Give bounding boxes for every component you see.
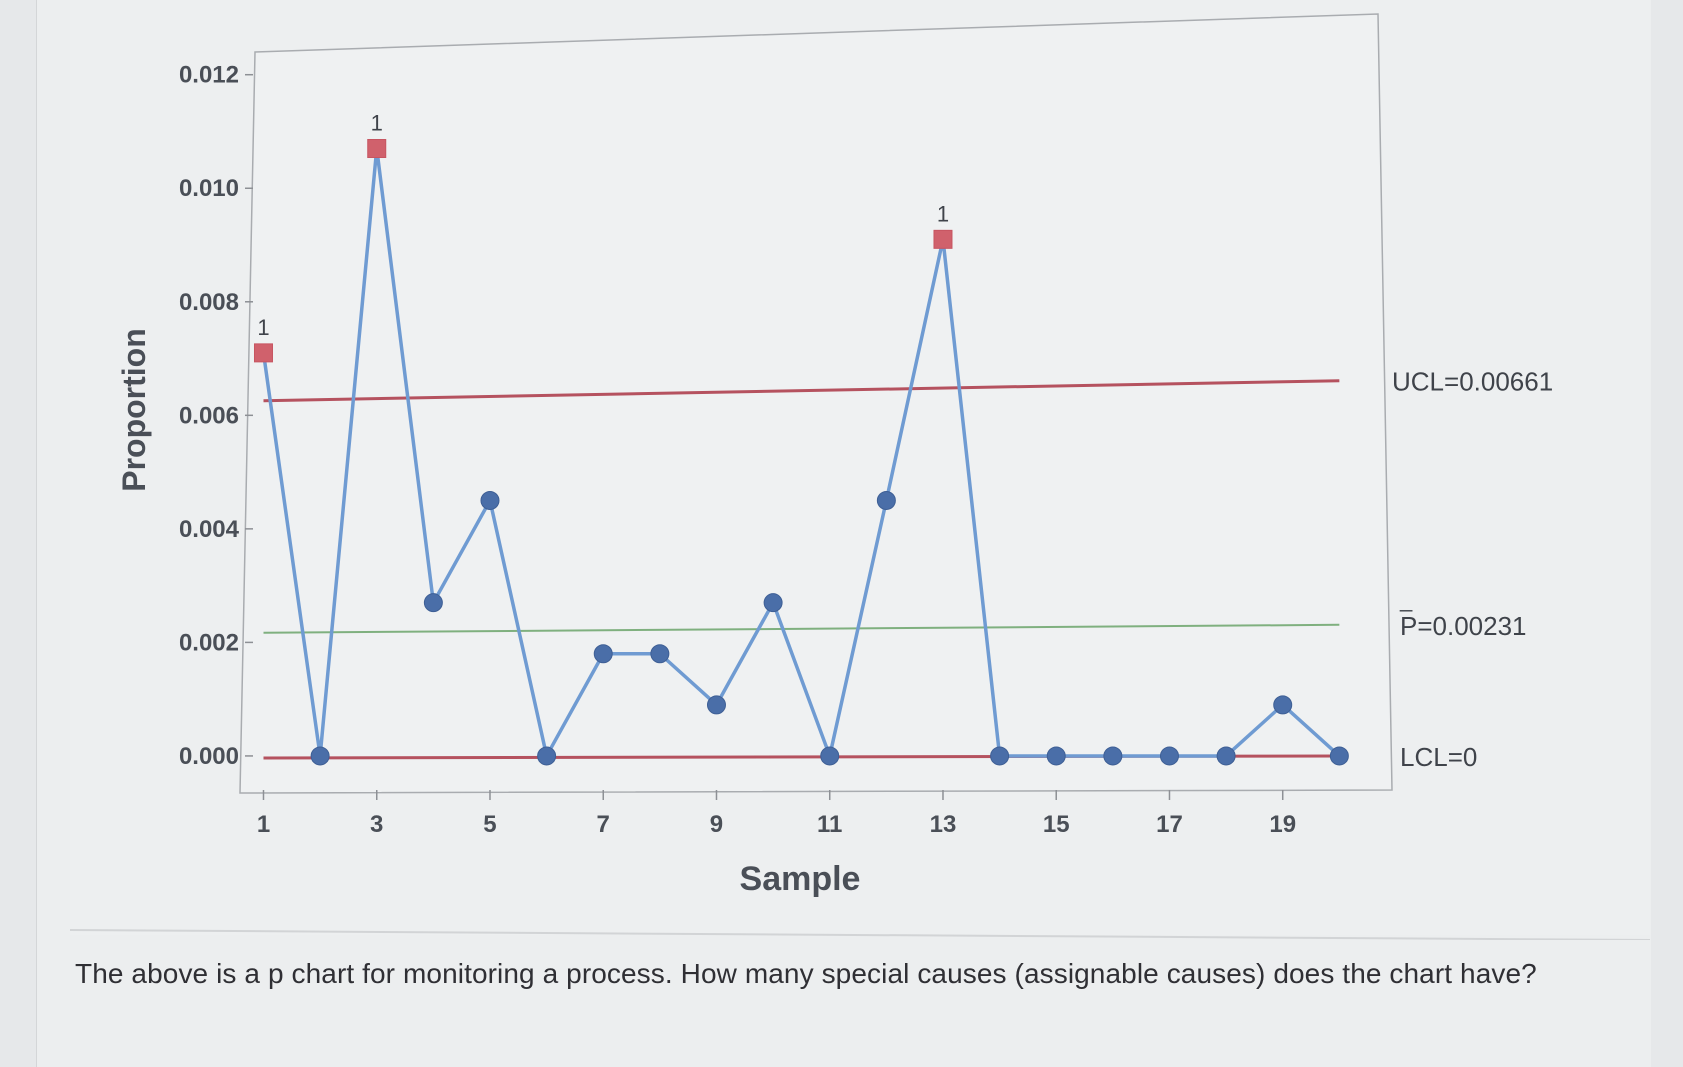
x-tick-label: 3 [370, 811, 383, 838]
center-bar-mark: _ [1399, 587, 1413, 612]
x-tick-label: 1 [257, 811, 270, 838]
data-point [593, 644, 613, 664]
data-point [706, 695, 726, 715]
data-point [820, 746, 840, 766]
x-tick-label: 5 [483, 811, 496, 838]
x-tick-label: 13 [930, 811, 957, 838]
y-tick-label: 0.004 [179, 516, 240, 543]
y-axis-title: Proportion [116, 328, 152, 492]
out-of-control-point [367, 139, 387, 159]
panel-bottom-divider [69, 929, 1651, 941]
center-line [263, 623, 1340, 634]
x-axis-title: Sample [740, 860, 861, 898]
plot-area-frame [239, 13, 1393, 794]
data-point [1216, 746, 1236, 766]
out-of-control-flag: 1 [257, 315, 269, 340]
x-tick-label: 17 [1156, 811, 1183, 838]
data-point [1046, 746, 1066, 766]
data-point [310, 746, 330, 766]
data-point [763, 593, 783, 613]
data-point [876, 490, 896, 510]
data-point [1159, 746, 1179, 766]
y-tick-label: 0.006 [179, 402, 239, 429]
x-tick-label: 19 [1269, 811, 1296, 838]
data-point [537, 746, 557, 766]
x-tick-label: 7 [597, 811, 610, 838]
y-tick-label: 0.010 [179, 175, 239, 202]
ucl-label: UCL=0.00661 [1392, 367, 1553, 397]
data-point [990, 746, 1010, 766]
data-point [1103, 746, 1123, 766]
ucl-line [263, 379, 1340, 403]
y-tick-label: 0.002 [179, 629, 239, 656]
y-tick-label: 0.012 [179, 62, 239, 89]
out-of-control-flag: 1 [371, 111, 383, 136]
x-tick-label: 15 [1043, 811, 1070, 838]
p-chart: 0.000 0.002 0.004 0.006 0.008 0.010 0.012 1 3 5 7 9… [69, 13, 1651, 941]
data-point [1329, 746, 1349, 766]
y-tick-label: 0.000 [179, 743, 239, 770]
question-text: The above is a p chart for monitoring a … [75, 958, 1537, 989]
lcl-label: LCL=0 [1400, 742, 1477, 772]
out-of-control-point [253, 343, 273, 363]
center-label: P=0.00231 [1400, 611, 1527, 641]
data-point [1273, 695, 1293, 715]
data-point [650, 644, 670, 664]
out-of-control-point [933, 229, 953, 249]
x-tick-label: 11 [817, 811, 842, 838]
x-tick-label: 9 [710, 811, 723, 838]
out-of-control-flag: 1 [937, 201, 949, 226]
data-point [480, 490, 500, 510]
y-tick-label: 0.008 [179, 289, 239, 316]
data-point [423, 593, 443, 613]
